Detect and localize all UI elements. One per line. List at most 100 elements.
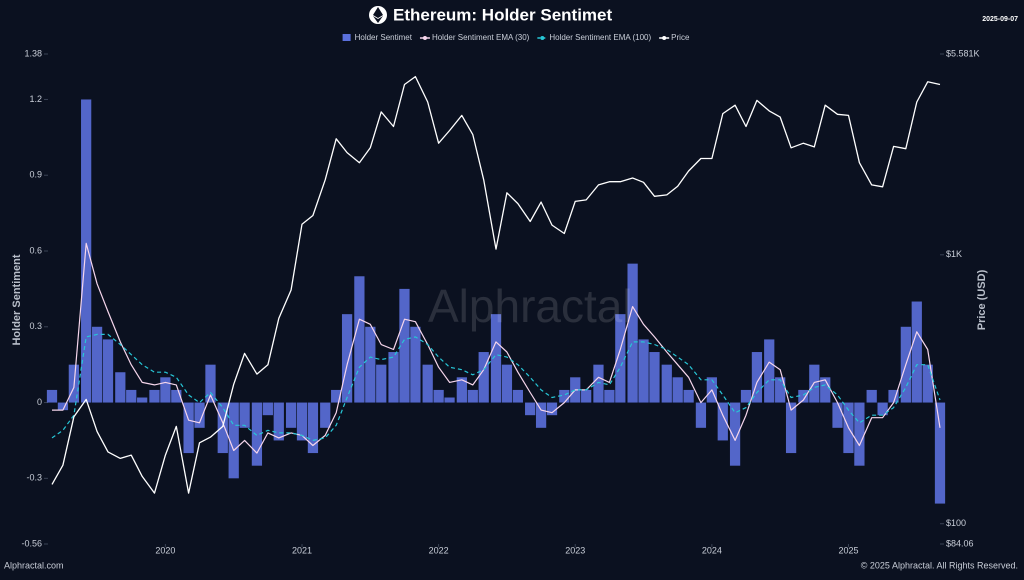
- y-axis-title: Holder Sentiment: [11, 254, 23, 345]
- bar: [251, 402, 263, 466]
- bar: [934, 402, 946, 504]
- y2-tick-label: $84.06: [946, 538, 974, 548]
- plot-area: [44, 53, 946, 547]
- bar: [535, 402, 547, 428]
- y2-axis-title: Price (USD): [976, 269, 988, 330]
- y-tick-label: 1.38: [24, 48, 42, 58]
- bar: [456, 377, 467, 403]
- footer-left: Alphractal.com: [4, 560, 64, 570]
- bar: [46, 389, 58, 403]
- bar: [809, 364, 820, 403]
- bar: [160, 377, 171, 403]
- bar: [399, 288, 410, 403]
- date-stamp: 2025-09-07: [982, 16, 1018, 23]
- bar: [775, 377, 786, 403]
- x-tick-label: 2022: [429, 545, 449, 555]
- bar: [331, 389, 342, 403]
- x-tick-label: 2021: [292, 545, 312, 555]
- legend-label: Holder Sentiment EMA (30): [432, 33, 530, 42]
- bar: [512, 389, 523, 403]
- series-line: [51, 333, 941, 441]
- bar: [854, 402, 865, 466]
- bar: [581, 389, 592, 403]
- bar: [467, 389, 478, 403]
- bar: [546, 402, 558, 416]
- legend-swatch: [662, 36, 667, 40]
- bar: [922, 364, 933, 403]
- legend-swatch: [342, 34, 351, 41]
- y2-tick-label: $100: [946, 518, 966, 528]
- bar: [341, 314, 353, 403]
- bar: [593, 364, 604, 403]
- y-tick-label: -0.56: [21, 538, 42, 548]
- bar: [365, 326, 376, 403]
- bar: [649, 352, 660, 403]
- bar: [81, 99, 92, 403]
- bar: [888, 389, 899, 403]
- legend-label: Holder Sentimet: [355, 33, 413, 42]
- bar: [137, 397, 148, 403]
- bar: [638, 339, 649, 403]
- chart-title: Ethereum: Holder Sentimet: [393, 5, 612, 24]
- bar: [672, 377, 683, 403]
- bar: [217, 402, 228, 454]
- bar: [717, 402, 728, 441]
- series-line: [52, 242, 941, 454]
- bar: [102, 339, 114, 403]
- eth-icon: [369, 6, 387, 24]
- bar: [764, 339, 775, 403]
- legend-label: Holder Sentiment EMA (100): [549, 33, 651, 42]
- bar: [785, 402, 797, 454]
- legend-label: Price: [671, 33, 690, 42]
- bar: [695, 402, 707, 428]
- bar: [285, 402, 297, 428]
- bar: [171, 389, 182, 403]
- bar: [559, 389, 570, 403]
- y-tick-label: 0.3: [29, 321, 42, 331]
- legend-swatch: [540, 36, 545, 40]
- series-line: [51, 75, 941, 494]
- bar: [194, 402, 205, 428]
- bar: [444, 397, 455, 403]
- bar: [126, 389, 137, 403]
- x-tick-label: 2020: [155, 545, 175, 555]
- x-tick-label: 2024: [702, 545, 722, 555]
- x-tick-label: 2023: [565, 545, 585, 555]
- footer-right: © 2025 Alphractal. All Rights Reserved.: [861, 560, 1018, 570]
- bar: [320, 402, 331, 428]
- y2-tick-label: $5.581K: [946, 48, 980, 58]
- bar: [115, 372, 126, 403]
- bar: [228, 402, 239, 479]
- legend-item: Price: [659, 33, 690, 42]
- bar: [740, 389, 752, 403]
- legend-item: Holder Sentiment EMA (100): [537, 33, 651, 42]
- legend: Holder Sentimet Holder Sentiment EMA (30)…: [342, 33, 690, 42]
- bar: [525, 402, 536, 416]
- bar: [376, 364, 387, 403]
- bar: [149, 389, 160, 403]
- y-tick-label: 0.6: [29, 245, 42, 255]
- bar: [296, 402, 308, 441]
- bar: [273, 402, 284, 441]
- bar: [661, 364, 672, 403]
- y-tick-label: -0.3: [26, 473, 42, 483]
- bar: [422, 364, 433, 403]
- bar: [478, 352, 489, 403]
- bar: [501, 364, 513, 403]
- y-tick-label: 1.2: [29, 94, 42, 104]
- bar: [307, 402, 319, 454]
- bar: [820, 377, 831, 403]
- bar: [798, 389, 809, 403]
- bar: [183, 402, 194, 454]
- bar: [877, 402, 888, 416]
- bar: [832, 402, 843, 428]
- y-tick-label: 0.9: [29, 170, 42, 180]
- y-tick-label: 0: [37, 397, 42, 407]
- bar: [239, 402, 250, 428]
- bar: [57, 402, 69, 411]
- bar: [262, 402, 273, 416]
- bar: [91, 326, 103, 403]
- bar: [205, 364, 216, 403]
